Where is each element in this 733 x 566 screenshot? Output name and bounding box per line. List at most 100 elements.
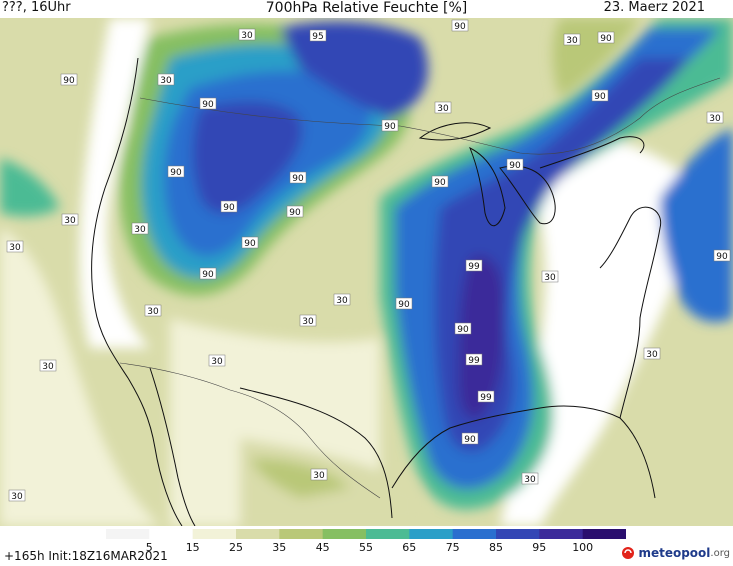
svg-text:90: 90 bbox=[454, 22, 466, 32]
contour-label: 90 bbox=[461, 432, 479, 445]
contour-label: 30 bbox=[208, 354, 226, 367]
valid-date-label: 23. Maerz 2021 bbox=[603, 0, 705, 15]
color-scale-swatch bbox=[496, 529, 540, 539]
svg-text:30: 30 bbox=[160, 76, 172, 86]
color-scale-tick-label: 75 bbox=[445, 541, 460, 554]
init-time-label: +165h Init:18Z16MAR2021 bbox=[4, 549, 168, 563]
contour-label: 99 bbox=[465, 353, 483, 366]
contour-label: 90 bbox=[451, 19, 469, 32]
color-scale-swatch bbox=[452, 529, 497, 539]
svg-text:99: 99 bbox=[468, 262, 480, 272]
svg-text:90: 90 bbox=[292, 174, 304, 184]
contour-label: 30 bbox=[299, 314, 317, 327]
header: ???, 16Uhr 700hPa Relative Feuchte [%] 2… bbox=[0, 0, 733, 18]
svg-text:30: 30 bbox=[524, 475, 536, 485]
svg-text:90: 90 bbox=[398, 300, 410, 310]
contour-label: 90 bbox=[199, 97, 217, 110]
valid-time-label: ???, 16Uhr bbox=[2, 0, 71, 15]
svg-text:90: 90 bbox=[202, 270, 214, 280]
contour-label: 30 bbox=[131, 222, 149, 235]
color-scale-swatch bbox=[149, 529, 194, 539]
contour-label: 90 bbox=[220, 200, 238, 213]
color-scale-swatch bbox=[366, 529, 410, 539]
contour-label: 95 bbox=[309, 29, 327, 42]
color-scale-tick-label: 65 bbox=[402, 541, 417, 554]
contour-labels: 30 95 90 30 90 90 30 90 90 30 90 30 90 9… bbox=[6, 19, 731, 502]
svg-text:90: 90 bbox=[600, 34, 612, 44]
map-canvas: 30 95 90 30 90 90 30 90 90 30 90 30 90 9… bbox=[0, 18, 733, 526]
svg-text:95: 95 bbox=[312, 32, 323, 42]
contour-label: 30 bbox=[541, 270, 559, 283]
color-scale-tick-label: 25 bbox=[229, 541, 243, 554]
contour-label: 30 bbox=[61, 213, 79, 226]
color-scale-swatch bbox=[192, 529, 237, 539]
svg-text:30: 30 bbox=[313, 471, 325, 481]
contour-label: 90 bbox=[395, 297, 413, 310]
contour-label: 90 bbox=[713, 249, 731, 262]
color-scale-swatch bbox=[106, 529, 150, 539]
meteopool-logo: meteopool .org bbox=[621, 546, 730, 560]
svg-text:90: 90 bbox=[434, 178, 446, 188]
svg-text:30: 30 bbox=[42, 362, 54, 372]
color-scale-swatch bbox=[322, 529, 367, 539]
contour-label: 99 bbox=[465, 259, 483, 272]
contour-label: 90 bbox=[381, 119, 399, 132]
meteopool-logo-icon bbox=[622, 547, 635, 559]
svg-text:90: 90 bbox=[594, 92, 606, 102]
contour-label: 90 bbox=[286, 205, 304, 218]
svg-text:90: 90 bbox=[223, 203, 235, 213]
color-scale-swatch bbox=[236, 529, 280, 539]
color-scale-swatch bbox=[539, 529, 584, 539]
svg-text:90: 90 bbox=[202, 100, 214, 110]
color-scale-tick-label: 85 bbox=[489, 541, 503, 554]
color-scale-tick-label: 55 bbox=[359, 541, 373, 554]
contour-label: 30 bbox=[6, 240, 24, 253]
map-title: 700hPa Relative Feuchte [%] bbox=[265, 0, 468, 16]
svg-text:30: 30 bbox=[64, 216, 76, 226]
svg-text:90: 90 bbox=[457, 325, 469, 335]
svg-text:90: 90 bbox=[170, 168, 182, 178]
color-scale-tick-label: 100 bbox=[572, 541, 594, 554]
humidity-map: 30 95 90 30 90 90 30 90 90 30 90 30 90 9… bbox=[0, 18, 733, 526]
color-scale-tick-label: 45 bbox=[315, 541, 330, 554]
svg-text:30: 30 bbox=[709, 114, 721, 124]
color-scale-swatch bbox=[582, 529, 626, 539]
contour-label: 90 bbox=[60, 73, 78, 86]
contour-label: 90 bbox=[431, 175, 449, 188]
contour-label: 30 bbox=[310, 468, 328, 481]
color-scale-tick-label: 95 bbox=[532, 541, 547, 554]
contour-label: 30 bbox=[144, 304, 162, 317]
svg-text:90: 90 bbox=[716, 252, 728, 262]
contour-label: 90 bbox=[199, 267, 217, 280]
logo-text: meteopool bbox=[638, 546, 711, 560]
svg-text:30: 30 bbox=[544, 273, 556, 283]
contour-label: 30 bbox=[563, 33, 581, 46]
svg-text:90: 90 bbox=[509, 161, 521, 171]
political-borders bbox=[119, 77, 721, 499]
svg-text:90: 90 bbox=[384, 122, 396, 132]
svg-text:30: 30 bbox=[134, 225, 146, 235]
contour-label: 30 bbox=[157, 73, 175, 86]
svg-text:30: 30 bbox=[147, 307, 159, 317]
contour-label: 30 bbox=[333, 293, 351, 306]
color-scale-swatch bbox=[409, 529, 454, 539]
contour-label: 99 bbox=[477, 390, 495, 403]
contour-label: 90 bbox=[591, 89, 609, 102]
contour-label: 90 bbox=[506, 158, 524, 171]
svg-text:30: 30 bbox=[302, 317, 314, 327]
humidity-field bbox=[0, 18, 733, 526]
svg-text:90: 90 bbox=[244, 239, 256, 249]
svg-text:99: 99 bbox=[468, 356, 480, 366]
coastlines bbox=[91, 57, 662, 526]
contour-label: 90 bbox=[289, 171, 307, 184]
footer: 5 15 25 35 45 55 65 75 85 95 100 +165h Init:18Z16M… bbox=[0, 526, 733, 566]
color-scale-swatch bbox=[279, 529, 324, 539]
contour-label: 30 bbox=[521, 472, 539, 485]
contour-label: 30 bbox=[39, 359, 57, 372]
contour-label: 30 bbox=[8, 489, 26, 502]
svg-text:30: 30 bbox=[211, 357, 223, 367]
color-scale-tick-label: 35 bbox=[272, 541, 287, 554]
svg-text:30: 30 bbox=[9, 243, 21, 253]
svg-text:90: 90 bbox=[464, 435, 476, 445]
contour-label: 30 bbox=[238, 28, 256, 41]
